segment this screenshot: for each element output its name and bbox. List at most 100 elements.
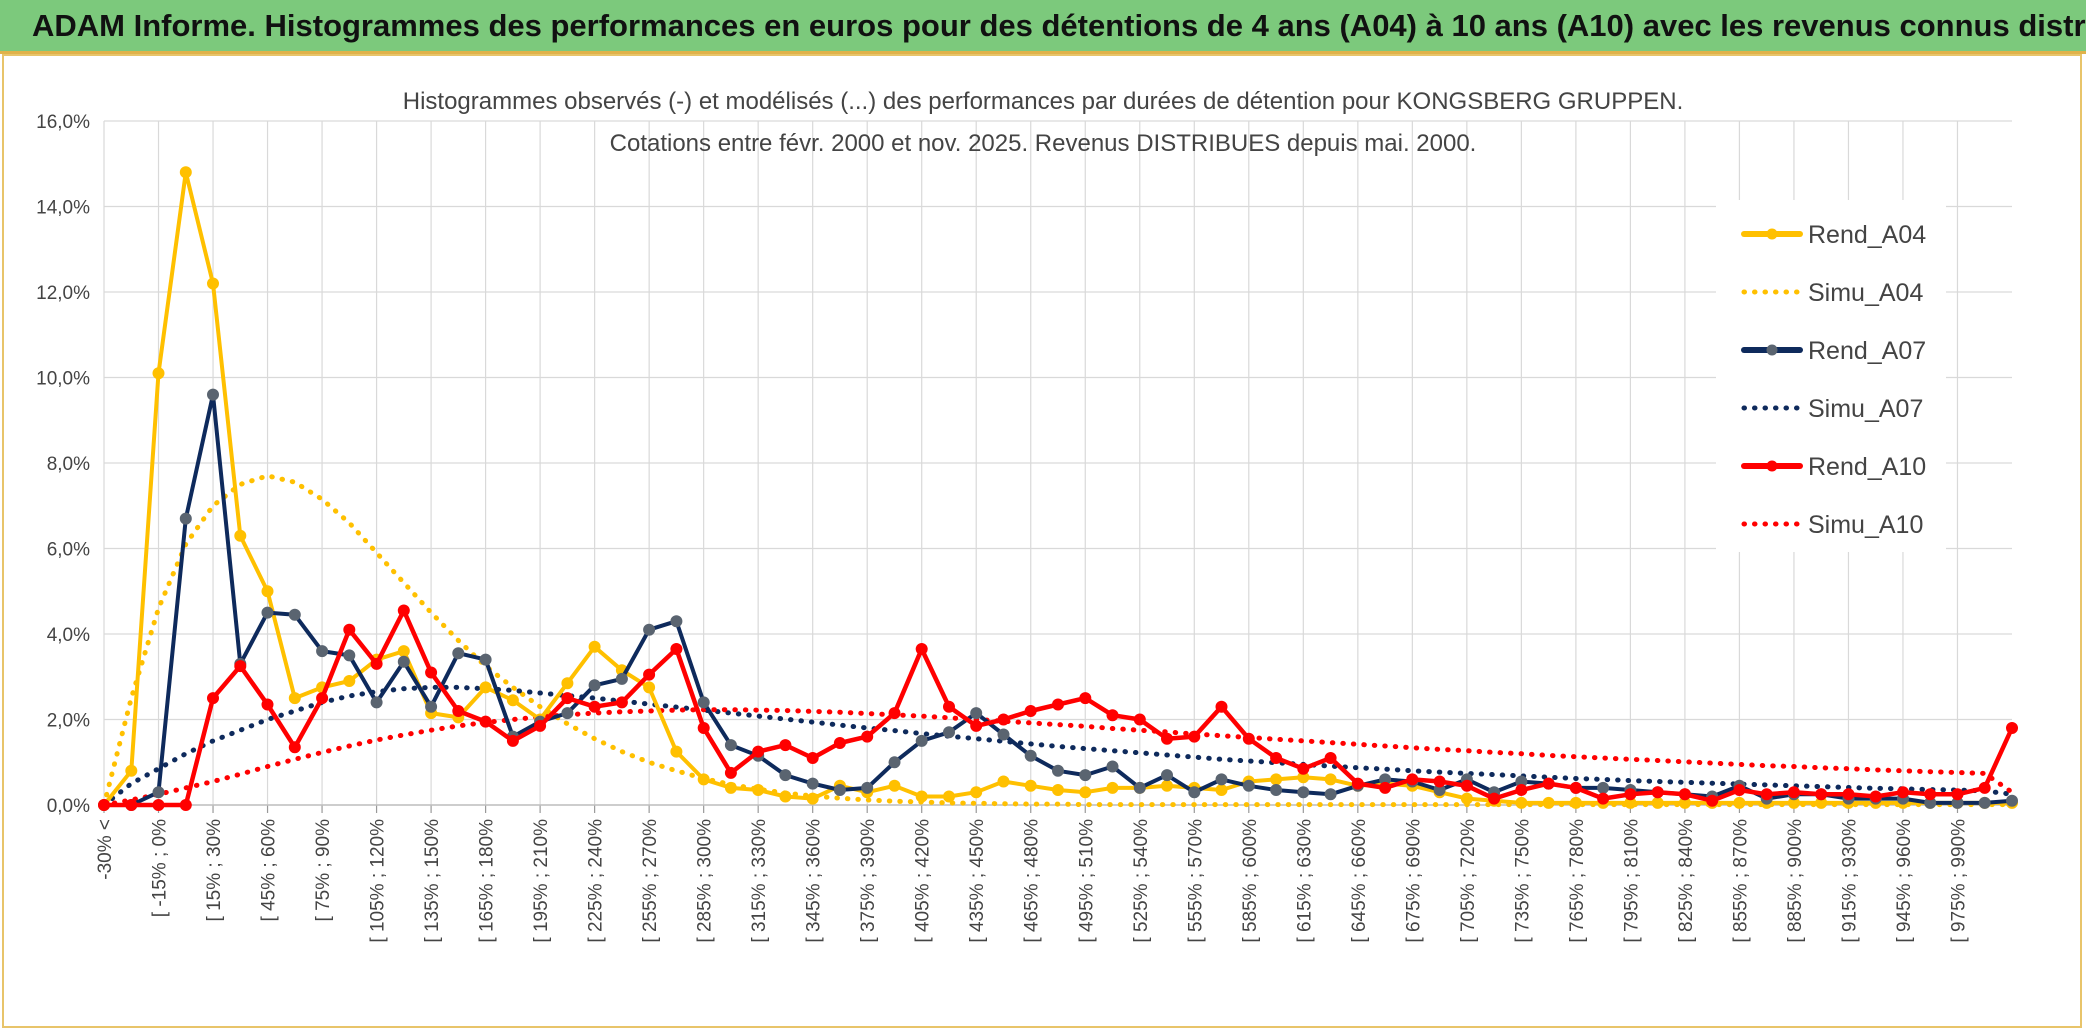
data-point-rend-a10 (779, 739, 792, 752)
data-point-rend-a07 (425, 700, 438, 713)
data-point-rend-a07 (970, 707, 983, 720)
data-point-rend-a10 (1760, 788, 1773, 801)
data-point-rend-a07 (997, 728, 1010, 741)
data-point-rend-a04 (1161, 779, 1173, 792)
data-point-rend-a07 (1597, 781, 1610, 794)
data-point-rend-a07 (397, 655, 410, 668)
data-point-rend-a04 (997, 775, 1010, 788)
series-line-simu-a10 (101, 707, 2015, 808)
data-point-rend-a10 (970, 719, 983, 732)
data-point-rend-a04 (670, 745, 683, 758)
data-point-rend-a04 (479, 681, 492, 694)
data-point-rend-a10 (125, 799, 138, 811)
data-point-rend-a10 (1815, 788, 1828, 801)
data-point-rend-a04 (288, 692, 301, 705)
data-point-rend-a10 (534, 719, 547, 732)
data-point-rend-a07 (561, 707, 574, 720)
data-point-rend-a04 (1052, 784, 1064, 796)
x-tick-label: [ 15% ; 30% (204, 819, 225, 922)
series-layer (98, 166, 2018, 811)
data-point-rend-a07 (316, 645, 329, 658)
data-point-rend-a10 (1106, 709, 1119, 722)
x-tick-label: [ 555% ; 570% (1185, 819, 1206, 943)
data-point-rend-a07 (370, 696, 383, 709)
data-point-rend-a07 (1024, 749, 1037, 762)
data-point-rend-a10 (479, 715, 492, 728)
data-point-rend-a04 (888, 779, 901, 792)
x-tick-label: [ 285% ; 300% (695, 819, 716, 943)
data-point-rend-a07 (1052, 764, 1064, 777)
data-point-rend-a04 (152, 367, 165, 380)
data-point-rend-a10 (343, 623, 356, 636)
legend-label: Simu_A10 (1808, 511, 1923, 539)
x-tick-label: [ 915% ; 930% (1839, 819, 1860, 943)
x-tick-label: [ 675% ; 690% (1403, 819, 1424, 943)
data-point-rend-a10 (1733, 784, 1746, 796)
data-point-rend-a10 (1324, 752, 1337, 764)
data-point-rend-a04 (397, 645, 410, 658)
y-tick-label: 16,0% (36, 112, 90, 133)
x-tick-label: [ 465% ; 480% (1022, 819, 1043, 943)
data-point-rend-a10 (1433, 775, 1446, 788)
data-point-rend-a07 (1270, 784, 1283, 796)
data-point-rend-a04 (179, 166, 192, 179)
data-point-rend-a07 (479, 653, 492, 666)
x-tick-label: [ 735% ; 750% (1512, 819, 1533, 943)
data-point-rend-a10 (234, 660, 247, 673)
data-point-rend-a04 (1079, 786, 1092, 799)
data-point-rend-a10 (1460, 779, 1473, 792)
x-tick-label: [ 75% ; 90% (313, 819, 334, 922)
legend-marker (1766, 460, 1778, 472)
data-point-rend-a10 (1787, 786, 1800, 799)
data-point-rend-a04 (561, 677, 574, 690)
data-point-rend-a10 (1379, 781, 1392, 794)
y-tick-label: 0,0% (47, 796, 90, 817)
data-point-rend-a10 (261, 698, 274, 711)
chart-subtitle: Cotations entre févr. 2000 et nov. 2025.… (610, 130, 1477, 157)
data-point-rend-a10 (1161, 732, 1173, 745)
data-point-rend-a10 (1869, 790, 1882, 803)
legend: Rend_A04 Simu_A04 Rend_A07 Simu_A07 Rend_A10… (1716, 200, 1946, 552)
grid-layer: 0,0% 2,0% 4,0% 6,0% 8,0% 10,0% 12,0% 14,0% 16,0%… (36, 112, 2012, 943)
data-point-rend-a04 (697, 773, 710, 786)
legend-label: Rend_A07 (1808, 337, 1926, 365)
x-tick-label: [ 585% ; 600% (1240, 819, 1261, 943)
data-point-rend-a10 (1406, 773, 1419, 786)
data-point-rend-a10 (1188, 730, 1201, 743)
x-tick-label: [ 495% ; 510% (1076, 819, 1097, 943)
data-point-rend-a10 (1678, 788, 1691, 801)
series-line-simu-a04 (101, 473, 2015, 808)
chart-frame (2, 54, 2082, 1028)
data-point-rend-a10 (888, 707, 901, 720)
data-point-rend-a07 (1242, 779, 1255, 792)
data-point-rend-a10 (452, 705, 465, 717)
data-point-rend-a04 (943, 790, 955, 803)
data-point-rend-a10 (724, 766, 737, 779)
y-tick-label: 14,0% (36, 198, 90, 219)
data-point-rend-a04 (343, 675, 356, 687)
x-tick-label: [ 375% ; 390% (858, 819, 879, 943)
data-point-rend-a10 (915, 643, 928, 655)
data-point-rend-a04 (1569, 796, 1582, 809)
data-point-rend-a10 (1951, 788, 1964, 801)
y-tick-label: 12,0% (36, 283, 90, 304)
x-tick-label: [ 345% ; 360% (804, 819, 825, 943)
x-tick-label: [ 855% ; 870% (1730, 819, 1751, 943)
data-point-rend-a10 (1052, 698, 1064, 711)
data-point-rend-a10 (615, 696, 628, 709)
data-point-rend-a07 (1297, 786, 1310, 799)
data-point-rend-a04 (724, 781, 737, 794)
x-tick-label: [ 885% ; 900% (1785, 819, 1806, 943)
data-point-rend-a10 (752, 745, 765, 758)
data-point-rend-a04 (1215, 784, 1228, 796)
data-point-rend-a10 (1215, 700, 1228, 713)
data-point-rend-a10 (1488, 792, 1501, 805)
data-point-rend-a04 (1270, 773, 1283, 786)
data-point-rend-a04 (588, 640, 601, 653)
data-point-rend-a10 (1297, 762, 1310, 775)
data-point-rend-a04 (1515, 796, 1528, 809)
data-point-rend-a07 (179, 512, 192, 525)
data-point-rend-a10 (1133, 713, 1146, 726)
legend-marker (1766, 228, 1778, 240)
data-point-rend-a07 (452, 647, 465, 660)
